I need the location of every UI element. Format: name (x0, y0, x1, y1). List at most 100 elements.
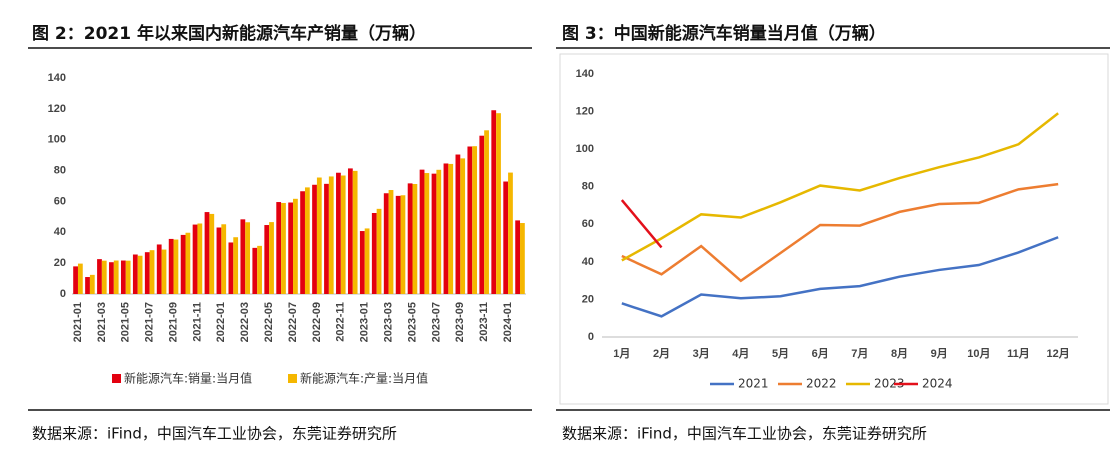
bar (328, 176, 334, 294)
x-tick-label: 2021-01 (72, 302, 84, 342)
y-tick-label: 140 (48, 72, 66, 84)
legend-label: 2023 (874, 377, 905, 391)
x-tick-label: 2023-11 (478, 302, 490, 342)
bar (364, 228, 370, 294)
x-tick-label: 2月 (653, 347, 670, 360)
bar (204, 212, 210, 294)
bar (436, 169, 442, 294)
bar (479, 135, 485, 294)
y-tick-label: 120 (576, 105, 594, 117)
bar (120, 260, 126, 294)
x-tick-label: 2021-11 (191, 302, 203, 342)
bar (293, 198, 298, 294)
x-tick-label: 2022-07 (287, 302, 299, 342)
bar (508, 172, 513, 294)
line (620, 199, 663, 249)
bar (412, 183, 418, 294)
bar (347, 168, 353, 294)
bar (515, 220, 521, 294)
y-tick-label: 40 (54, 226, 66, 238)
bar (431, 173, 437, 294)
bar (312, 184, 317, 294)
y-tick-label: 0 (588, 331, 594, 343)
bar (300, 191, 305, 294)
x-tick-label: 2022-05 (263, 302, 275, 342)
bar (503, 181, 509, 294)
x-tick-label: 5月 (772, 347, 789, 360)
bar (109, 262, 114, 294)
bar (455, 154, 461, 294)
bar (132, 254, 138, 294)
x-tick-label: 2021-05 (120, 302, 132, 342)
bar (221, 224, 227, 294)
x-tick-label: 11月 (1007, 347, 1030, 360)
bar (185, 232, 191, 294)
legend-label: 新能源汽车:销量:当月值 (124, 371, 252, 386)
bar (395, 195, 401, 294)
x-tick-label: 3月 (693, 347, 710, 360)
legend-label: 2022 (806, 377, 837, 391)
x-tick-label: 12月 (1047, 347, 1070, 360)
bar (336, 172, 341, 294)
x-tick-label: 6月 (812, 347, 829, 360)
bar (324, 183, 329, 294)
x-tick-label: 2024-01 (502, 302, 514, 342)
bar (89, 274, 95, 294)
source: 数据来源：iFind，中国汽车工业协会，东莞证券研究所 (32, 425, 397, 443)
x-tick-label: 2022-11 (335, 302, 347, 342)
y-tick-label: 60 (54, 195, 66, 207)
y-tick-label: 80 (54, 164, 66, 176)
bar (460, 158, 466, 294)
line (621, 182, 1059, 283)
y-tick-label: 140 (576, 68, 594, 80)
bar (137, 255, 143, 294)
bar (85, 277, 90, 294)
bar (276, 202, 282, 294)
x-tick-label: 10月 (967, 347, 990, 360)
y-tick-label: 20 (582, 293, 594, 305)
x-tick-label: 2023-03 (383, 302, 395, 342)
bar (101, 260, 107, 294)
legend-swatch (288, 374, 297, 383)
bar (388, 190, 394, 294)
x-tick-label: 2021-09 (167, 302, 179, 342)
y-tick-label: 60 (582, 218, 594, 230)
legend-label: 2024 (922, 377, 953, 391)
x-tick-label: 2023-09 (454, 302, 466, 342)
x-tick-label: 2021-07 (144, 302, 156, 342)
bar (443, 163, 449, 294)
bar (281, 202, 286, 294)
bar (264, 225, 270, 294)
x-tick-label: 2022-01 (215, 302, 227, 342)
bar (209, 213, 215, 294)
bar (125, 260, 131, 294)
x-tick-label: 2022-09 (311, 302, 323, 342)
y-tick-label: 80 (582, 181, 594, 193)
legend-label: 新能源汽车:产量:当月值 (300, 371, 428, 386)
y-tick-label: 0 (60, 288, 66, 300)
bar (257, 245, 262, 294)
bar (168, 238, 174, 294)
bar (376, 208, 382, 294)
bar (304, 187, 310, 294)
bar (400, 195, 406, 294)
bar (383, 193, 389, 294)
chart-title: 图 3：中国新能源汽车销量当月值（万辆） (562, 23, 886, 44)
legend-label: 2021 (738, 377, 769, 391)
bar (288, 202, 294, 294)
bar (228, 242, 234, 294)
bar (97, 259, 102, 294)
bar (316, 177, 322, 294)
y-tick-label: 120 (48, 103, 66, 115)
x-tick-label: 2023-05 (406, 302, 418, 342)
bar (149, 250, 155, 294)
bar (73, 266, 78, 294)
chart-frame (559, 53, 1109, 405)
x-tick-label: 7月 (851, 347, 868, 360)
bar (197, 223, 203, 294)
bar (491, 110, 497, 294)
y-tick-label: 40 (582, 256, 594, 268)
bar (520, 223, 525, 294)
bar (419, 169, 425, 294)
